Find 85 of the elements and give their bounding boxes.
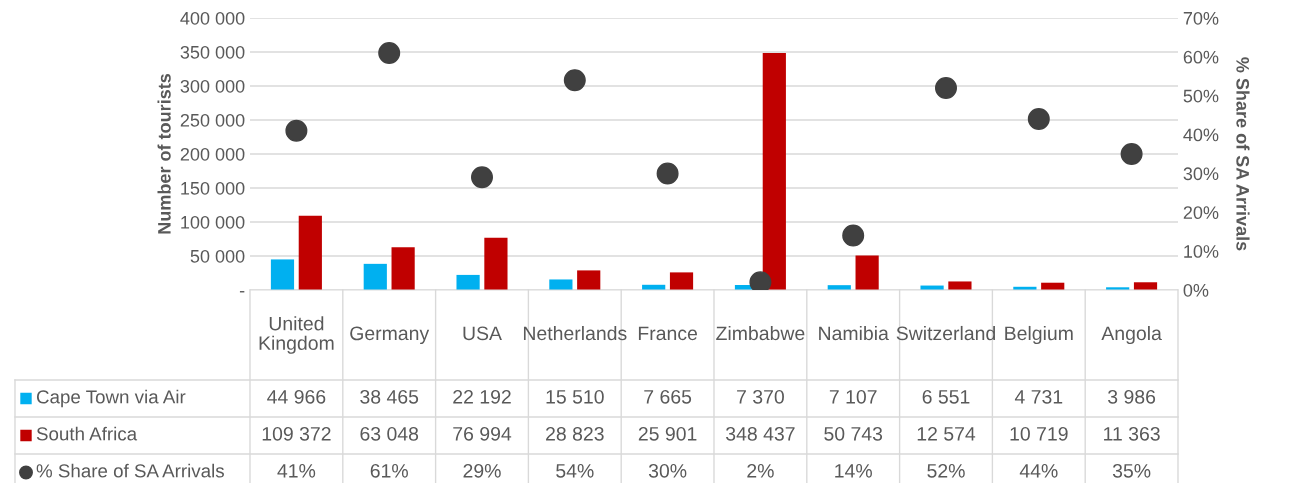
bar bbox=[948, 281, 972, 290]
data-label: 12 574 bbox=[917, 426, 976, 441]
legend-label: South Africa bbox=[36, 426, 138, 441]
y2-tick-label: 60% bbox=[1183, 50, 1219, 64]
y2-tick-label: 30% bbox=[1183, 167, 1219, 181]
y2-axis-title: % Share of SA Arrivals bbox=[1236, 57, 1250, 251]
y-tick-label: 350 000 bbox=[180, 45, 245, 59]
bar bbox=[1133, 282, 1158, 290]
data-label: 4 731 bbox=[1014, 389, 1063, 404]
bar bbox=[456, 274, 480, 290]
y-tick-label: 200 000 bbox=[180, 147, 245, 161]
data-label: 44 966 bbox=[267, 389, 326, 404]
data-label: 52% bbox=[927, 463, 965, 478]
bar bbox=[549, 279, 573, 290]
data-label: 28 823 bbox=[546, 426, 604, 441]
bar bbox=[298, 215, 322, 290]
data-label: 41% bbox=[277, 464, 316, 478]
legend-label: % Share of SA Arrivals bbox=[36, 463, 224, 478]
bar bbox=[762, 53, 786, 290]
y-tick-label: 400 000 bbox=[180, 11, 245, 25]
data-label: 63 048 bbox=[360, 426, 419, 441]
x-tick-label: Zimbabwe bbox=[716, 325, 805, 341]
point bbox=[656, 162, 679, 185]
point bbox=[471, 166, 493, 189]
y-tick-label: 250 000 bbox=[180, 113, 245, 127]
data-label: 38 465 bbox=[360, 389, 419, 404]
y2-tick-label: 50% bbox=[1183, 89, 1219, 103]
point bbox=[749, 271, 772, 290]
data-label: 109 372 bbox=[262, 426, 331, 441]
data-label: 14% bbox=[835, 464, 872, 478]
data-label: 54% bbox=[556, 464, 594, 478]
data-label: 11 363 bbox=[1104, 426, 1160, 441]
y-tick-label: 300 000 bbox=[180, 79, 245, 93]
bar bbox=[484, 237, 508, 290]
data-label: 29% bbox=[463, 463, 501, 478]
y2-tick-label: 20% bbox=[1183, 206, 1219, 220]
bar bbox=[577, 270, 601, 290]
y-tick-label: 50 000 bbox=[190, 249, 245, 263]
y2-tick-label: 0% bbox=[1183, 283, 1209, 297]
bar bbox=[669, 272, 694, 290]
x-tick-label: Angola bbox=[1101, 325, 1162, 345]
x-tick-label: Netherlands bbox=[523, 325, 627, 341]
data-label: 348 437 bbox=[726, 426, 795, 441]
data-label: 10 719 bbox=[1010, 426, 1068, 441]
data-label: 44% bbox=[1019, 464, 1058, 478]
data-label: 7 107 bbox=[829, 389, 877, 404]
data-label: 3 986 bbox=[1108, 389, 1156, 404]
data-label: 6 551 bbox=[922, 389, 970, 404]
y2-tick-label: 40% bbox=[1183, 128, 1219, 142]
point bbox=[935, 76, 957, 99]
x-tick-label: USA bbox=[463, 326, 502, 341]
y2-tick-label: 10% bbox=[1184, 245, 1219, 258]
data-label: 25 901 bbox=[638, 426, 697, 441]
y2-tick-label: 70% bbox=[1183, 11, 1219, 25]
bar bbox=[363, 263, 387, 290]
bar bbox=[391, 247, 415, 290]
point bbox=[378, 41, 401, 64]
data-label: 15 510 bbox=[546, 389, 604, 404]
point bbox=[1027, 108, 1050, 131]
y-axis-title: Number of tourists bbox=[157, 73, 171, 234]
data-label: 22 192 bbox=[453, 389, 511, 404]
point bbox=[285, 119, 308, 142]
point bbox=[563, 69, 586, 92]
bar bbox=[270, 259, 295, 290]
y-tick-label: - bbox=[239, 291, 245, 293]
bar bbox=[855, 255, 879, 290]
x-tick-label: Switzerland bbox=[896, 325, 995, 341]
legend-label: Cape Town via Air bbox=[36, 389, 186, 408]
data-label: 30% bbox=[648, 463, 687, 478]
point bbox=[842, 224, 865, 247]
y-tick-label: 150 000 bbox=[181, 181, 245, 195]
point bbox=[1120, 143, 1143, 165]
data-label: 76 994 bbox=[453, 426, 512, 441]
y-tick-label: 100 000 bbox=[181, 215, 245, 229]
data-label: 7 665 bbox=[644, 389, 692, 404]
x-tick-label: Namibia bbox=[819, 325, 889, 341]
data-label: 35% bbox=[1112, 463, 1151, 478]
x-tick-label: United Kingdom bbox=[259, 316, 334, 354]
data-label: 2% bbox=[747, 463, 774, 478]
x-tick-label: Germany bbox=[350, 326, 430, 345]
x-tick-label: France bbox=[638, 326, 697, 341]
data-label: 50 743 bbox=[824, 426, 883, 441]
data-label: 7 370 bbox=[737, 389, 784, 404]
data-label: 61% bbox=[370, 463, 408, 478]
x-tick-label: Belgium bbox=[1005, 325, 1073, 345]
